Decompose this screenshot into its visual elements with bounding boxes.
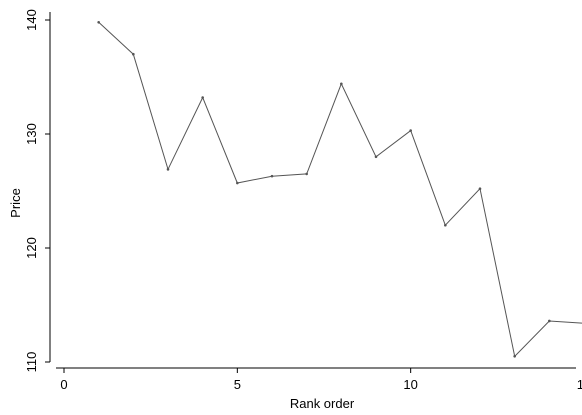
data-point bbox=[478, 187, 482, 191]
y-tick-label: 120 bbox=[24, 237, 39, 259]
data-point bbox=[513, 355, 516, 358]
data-point bbox=[270, 174, 274, 178]
x-ticks: 0 5 10 15 bbox=[60, 368, 582, 392]
x-tick-label: 10 bbox=[403, 377, 417, 392]
y-tick-label: 130 bbox=[24, 123, 39, 145]
data-point bbox=[97, 20, 100, 24]
x-tick-label: 0 bbox=[60, 377, 67, 392]
data-point bbox=[132, 52, 135, 56]
y-tick-label: 110 bbox=[24, 352, 39, 373]
x-axis-title: Rank order bbox=[290, 396, 355, 411]
axes bbox=[49, 12, 576, 369]
x-tick-label: 5 bbox=[234, 377, 241, 392]
data-point bbox=[166, 168, 170, 171]
series-layer bbox=[97, 20, 582, 358]
y-ticks: 110 120 130 140 bbox=[24, 9, 50, 372]
y-tick-label: 140 bbox=[24, 9, 39, 31]
y-axis-title: Price bbox=[8, 188, 23, 218]
data-point bbox=[236, 181, 239, 185]
data-point bbox=[305, 172, 308, 176]
data-point bbox=[444, 223, 447, 227]
data-point bbox=[201, 96, 204, 99]
data-point bbox=[340, 82, 343, 86]
data-point bbox=[409, 129, 412, 132]
data-point bbox=[374, 155, 378, 159]
series-line bbox=[98, 21, 582, 358]
x-tick-label: 15 bbox=[577, 377, 582, 392]
data-point bbox=[548, 319, 551, 323]
